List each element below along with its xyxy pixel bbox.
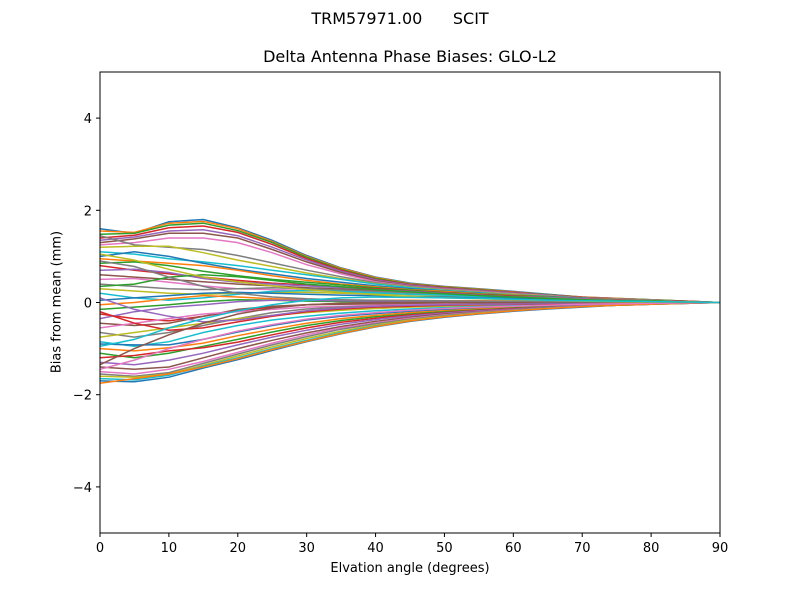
x-axis-ticks: 0 10 20 30 40 50 60 70 80 90 <box>96 533 728 556</box>
series-line <box>99 301 721 384</box>
x-axis-label: Elvation angle (degrees) <box>330 561 490 576</box>
y-axis-label: Bias from mean (mm) <box>49 230 65 374</box>
y-tick-label: 4 <box>84 112 92 127</box>
series-line <box>99 296 721 348</box>
x-tick-label: 40 <box>367 541 384 556</box>
x-tick-label: 10 <box>161 541 178 556</box>
y-tick-label: −4 <box>73 481 92 496</box>
x-tick-label: 50 <box>436 541 453 556</box>
y-tick-label: 2 <box>84 204 92 219</box>
figure-suptitle: TRM57971.00 SCIT <box>311 9 489 28</box>
x-tick-label: 30 <box>298 541 315 556</box>
x-tick-label: 90 <box>712 541 729 556</box>
series-lines <box>99 218 721 384</box>
x-tick-label: 70 <box>574 541 591 556</box>
y-tick-label: 0 <box>84 297 92 312</box>
chart-title: Delta Antenna Phase Biases: GLO-L2 <box>263 47 557 66</box>
x-tick-label: 20 <box>230 541 247 556</box>
x-tick-label: 0 <box>96 541 104 556</box>
x-tick-label: 80 <box>643 541 660 556</box>
series-line <box>99 301 721 371</box>
x-tick-label: 60 <box>505 541 522 556</box>
y-axis-ticks: −4 −2 0 2 4 <box>73 112 100 496</box>
y-tick-label: −2 <box>73 389 92 404</box>
